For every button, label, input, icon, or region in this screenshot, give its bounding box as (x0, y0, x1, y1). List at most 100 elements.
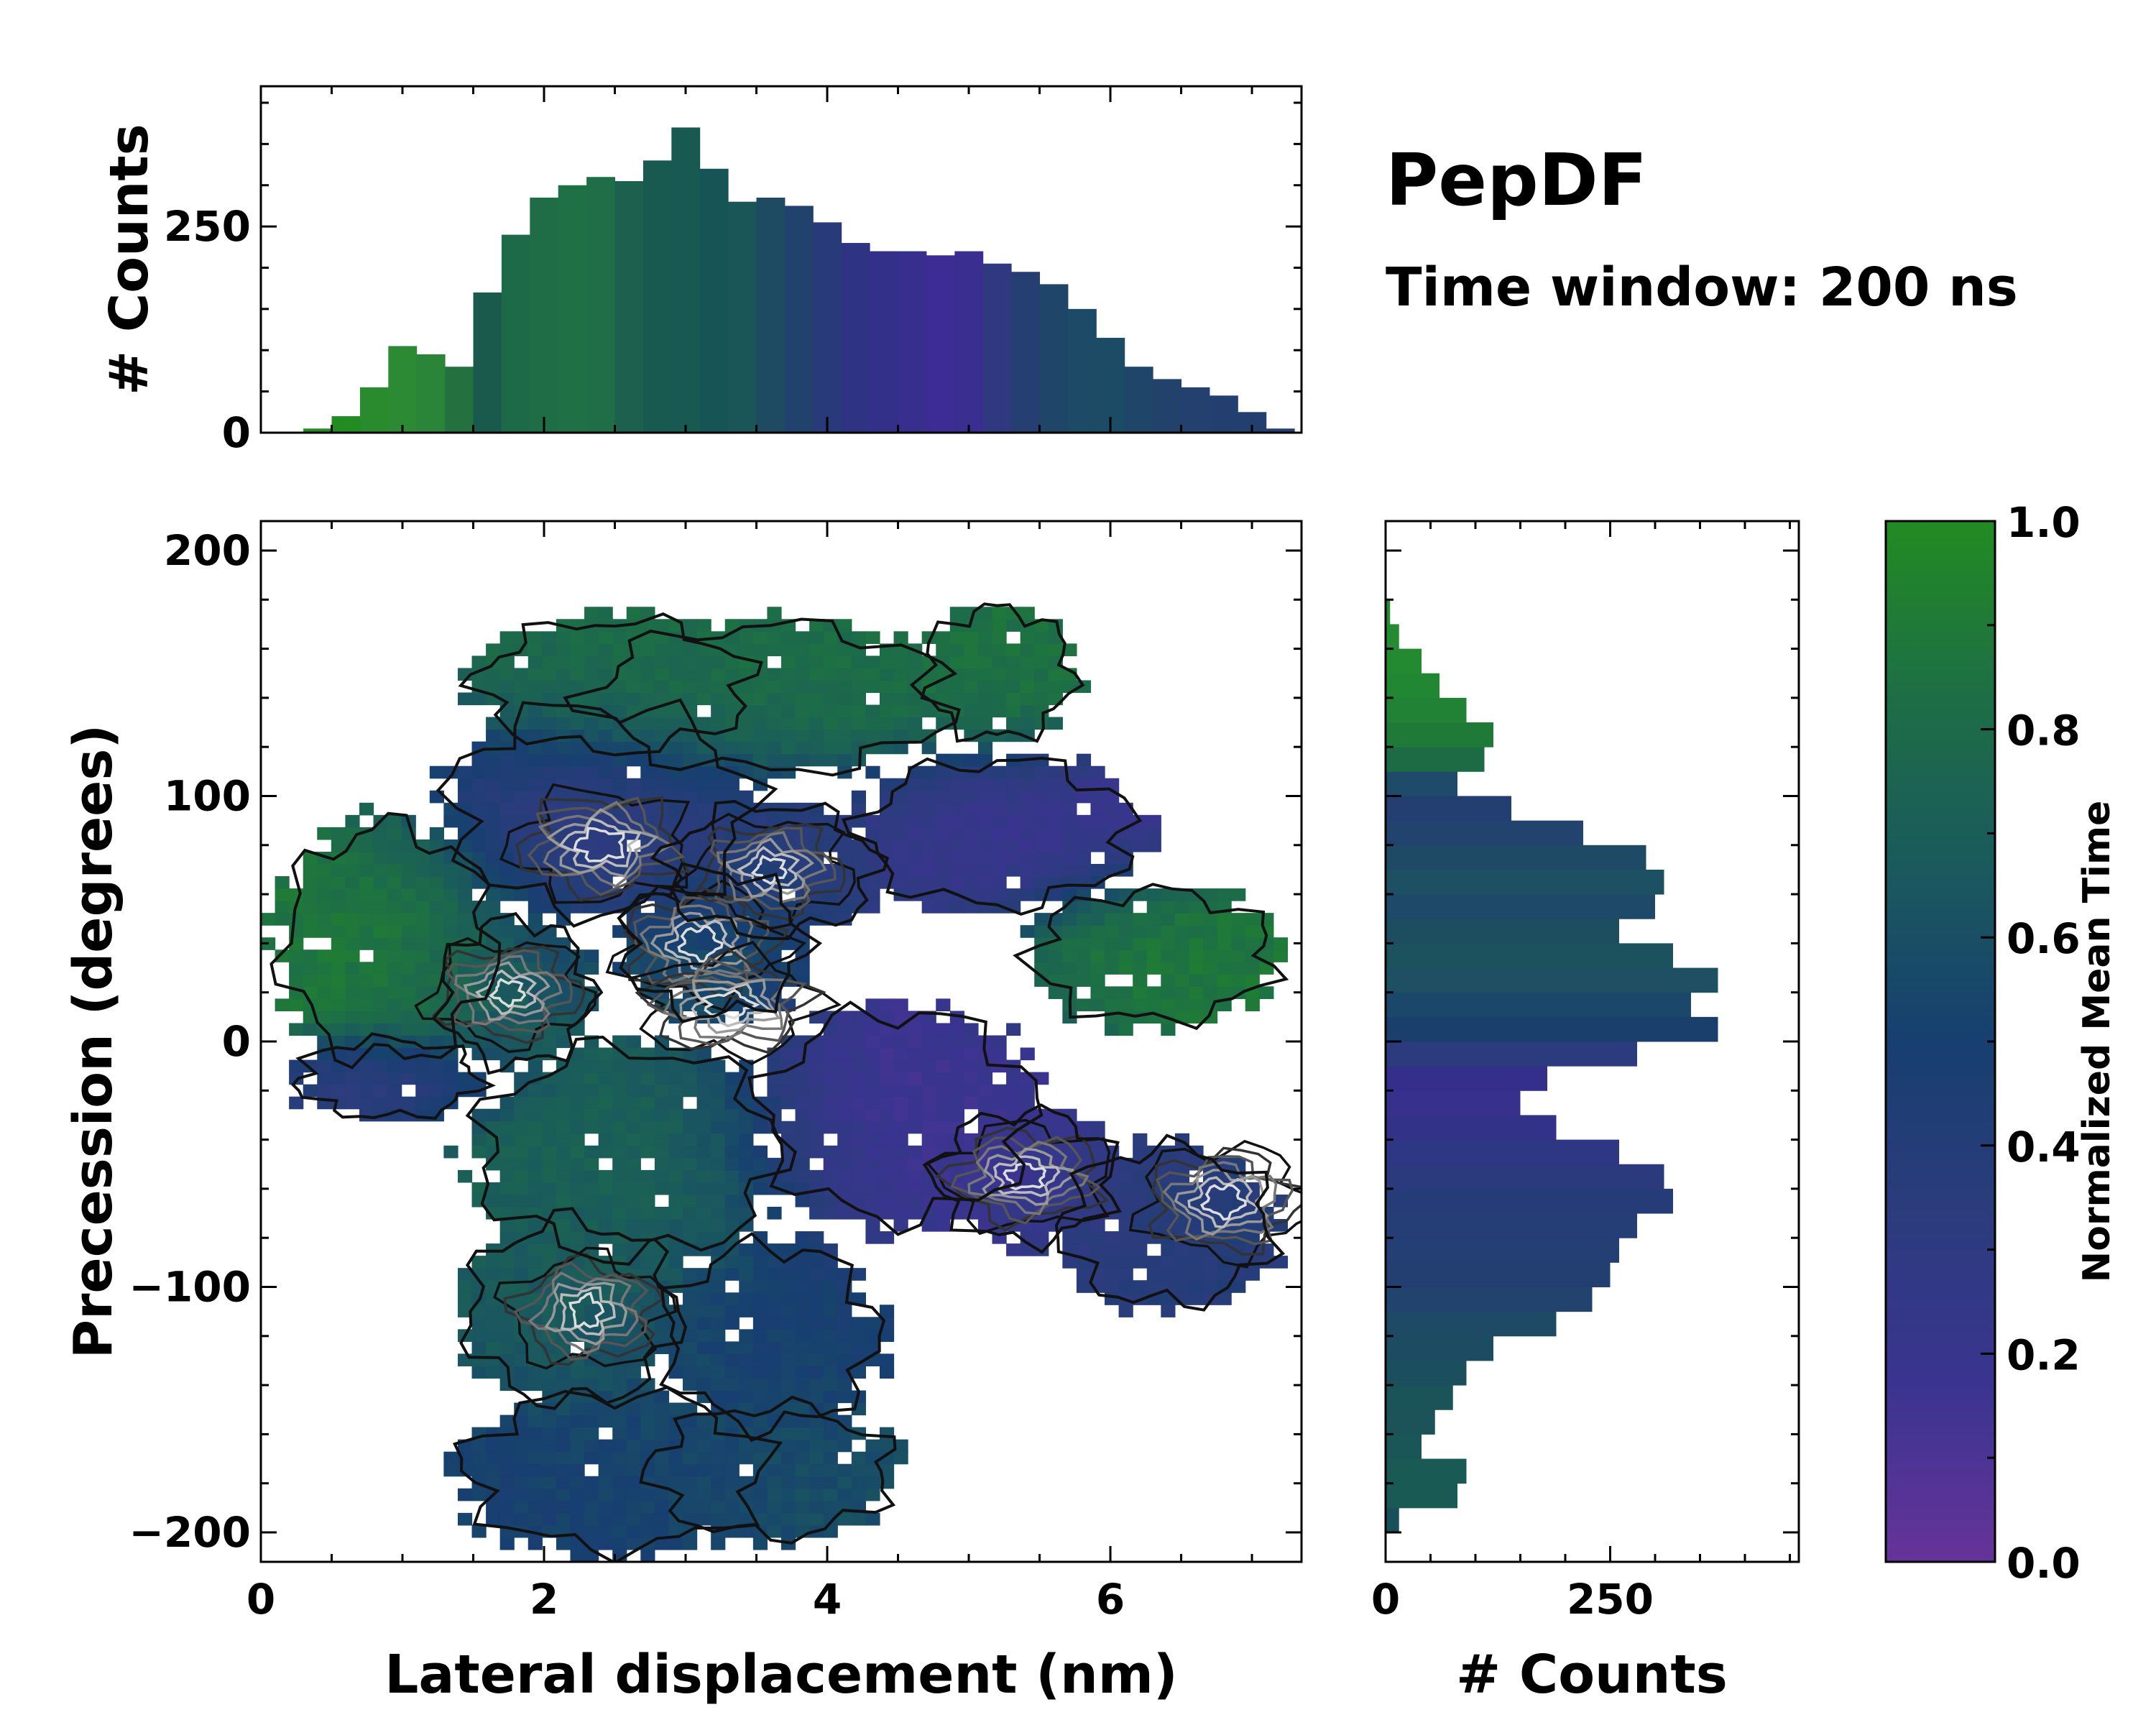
heatmap-cell (683, 692, 698, 706)
heatmap-cell (486, 901, 501, 914)
heatmap-cell (879, 839, 895, 852)
heatmap-cell (908, 814, 923, 828)
heatmap-cell (809, 1206, 824, 1220)
heatmap-cell (542, 765, 557, 779)
heatmap-cell (1161, 901, 1176, 914)
heatmap-cell (1273, 937, 1289, 950)
heatmap-cell (823, 1145, 838, 1159)
heatmap-cell (457, 1512, 473, 1526)
heatmap-cell (668, 1133, 683, 1146)
heatmap-cell (584, 1084, 599, 1098)
heatmap-cell (1189, 1011, 1204, 1024)
heatmap-cell (1048, 888, 1063, 901)
heatmap-cell (514, 1121, 529, 1134)
heatmap-cell (331, 998, 346, 1012)
heatmap-cell (668, 1194, 683, 1208)
heatmap-cell (654, 643, 670, 656)
heatmap-cell (612, 1378, 627, 1392)
heatmap-cell (795, 1353, 810, 1367)
heatmap-cell (879, 1194, 895, 1208)
heatmap-cell (499, 814, 515, 828)
heatmap-cell (795, 1329, 810, 1342)
heatmap-cell (415, 1096, 430, 1110)
heatmap-cell (640, 1488, 655, 1501)
heatmap-cell (865, 1096, 880, 1110)
heatmap-cell (331, 827, 346, 840)
heatmap-cell (977, 1072, 993, 1085)
heatmap-cell (598, 607, 613, 620)
heatmap-cell (1133, 925, 1148, 938)
heatmap-cell (739, 1305, 754, 1317)
heatmap-cell (908, 1023, 923, 1036)
heatmap-cell (711, 704, 726, 718)
heatmap-cell (908, 1182, 923, 1195)
heatmap-cell (626, 643, 641, 656)
heatmap-cell (1203, 1011, 1218, 1024)
side-histogram-bar (1386, 673, 1439, 699)
heatmap-cell (499, 1219, 515, 1232)
heatmap-cell (373, 851, 388, 865)
heatmap-cell (809, 1366, 824, 1379)
side-histogram-bar (1386, 1458, 1467, 1484)
heatmap-cell (1105, 1256, 1120, 1269)
heatmap-cell (598, 1059, 613, 1073)
heatmap-cell (949, 656, 964, 669)
heatmap-cell (612, 1537, 627, 1550)
heatmap-cell (893, 1182, 908, 1195)
heatmap-cell (893, 1451, 908, 1465)
heatmap-cell (879, 802, 895, 816)
heatmap-cell (1174, 974, 1190, 987)
heatmap-cell (977, 668, 993, 681)
heatmap-cell (949, 1108, 964, 1122)
heatmap-cell (486, 1206, 501, 1220)
heatmap-cell (1020, 668, 1035, 681)
heatmap-cell (1146, 1256, 1161, 1269)
heatmap-cell (893, 814, 908, 828)
heatmap-cell (752, 729, 768, 742)
heatmap-cell (471, 851, 487, 865)
heatmap-cell (711, 778, 726, 791)
heatmap-cell (598, 1206, 613, 1220)
heatmap-cell (598, 1047, 613, 1061)
heatmap-cell (865, 1512, 880, 1526)
heatmap-cell (781, 1292, 796, 1305)
heatmap-cell (711, 1256, 726, 1269)
heatmap-cell (486, 1256, 501, 1269)
heatmap-cell (1048, 1145, 1063, 1159)
side-histogram-bar (1386, 1066, 1547, 1091)
heatmap-cell (879, 1231, 895, 1244)
heatmap-cell (823, 1305, 838, 1317)
heatmap-cell (837, 1084, 852, 1098)
heatmap-cell (471, 1341, 487, 1354)
heatmap-cell (696, 668, 711, 681)
heatmap-cell (471, 1366, 487, 1379)
heatmap-cell (1062, 802, 1077, 816)
heatmap-cell (429, 827, 444, 840)
heatmap-cell (711, 1292, 726, 1305)
top-histogram-bar (1124, 367, 1153, 433)
heatmap-cell (711, 1182, 726, 1195)
heatmap-cell (908, 668, 923, 681)
heatmap-cell (584, 962, 599, 975)
heatmap-cell (514, 1243, 529, 1256)
heatmap-cell (528, 741, 543, 755)
density-contour (724, 837, 815, 898)
density-contour (546, 808, 659, 878)
heatmap-cell (584, 1108, 599, 1122)
heatmap-cell (1076, 863, 1092, 877)
heatmap-cell (724, 1317, 740, 1330)
heatmap-cell (1105, 913, 1120, 926)
heatmap-cell (936, 692, 951, 706)
heatmap-cell (1118, 1206, 1133, 1220)
heatmap-cell (851, 1133, 867, 1146)
heatmap-cell (851, 1341, 867, 1354)
heatmap-cell (696, 1353, 711, 1367)
heatmap-cell (752, 643, 768, 656)
heatmap-cell (781, 765, 796, 779)
heatmap-cell (514, 1268, 529, 1281)
heatmap-cell (865, 1108, 880, 1122)
heatmap-cell (584, 1169, 599, 1183)
heatmap-cell (499, 1463, 515, 1477)
heatmap-cell (1090, 974, 1105, 987)
heatmap-cell (809, 1341, 824, 1354)
